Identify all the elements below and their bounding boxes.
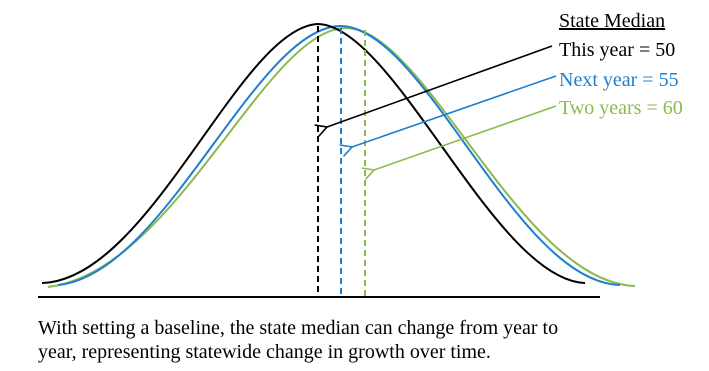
this-year-curve (41, 22, 586, 284)
this-year-arrow (314, 45, 553, 137)
caption-line-2: year, representing statewide change in g… (38, 341, 491, 363)
legend-this-year: This year = 50 (559, 39, 675, 61)
next-year-arrow (339, 75, 557, 157)
legend-heading: State Median (559, 10, 665, 32)
two-years-curve (47, 26, 636, 288)
state-median-diagram: State Median This year = 50 Next year = … (38, 10, 683, 298)
caption: With setting a baseline, the state media… (38, 316, 698, 364)
two-years-arrow (361, 105, 557, 180)
caption-line-1: With setting a baseline, the state media… (38, 317, 559, 339)
next-year-curve (57, 24, 621, 286)
legend-two-years: Two years = 60 (559, 97, 683, 119)
legend-next-year: Next year = 55 (559, 69, 679, 91)
